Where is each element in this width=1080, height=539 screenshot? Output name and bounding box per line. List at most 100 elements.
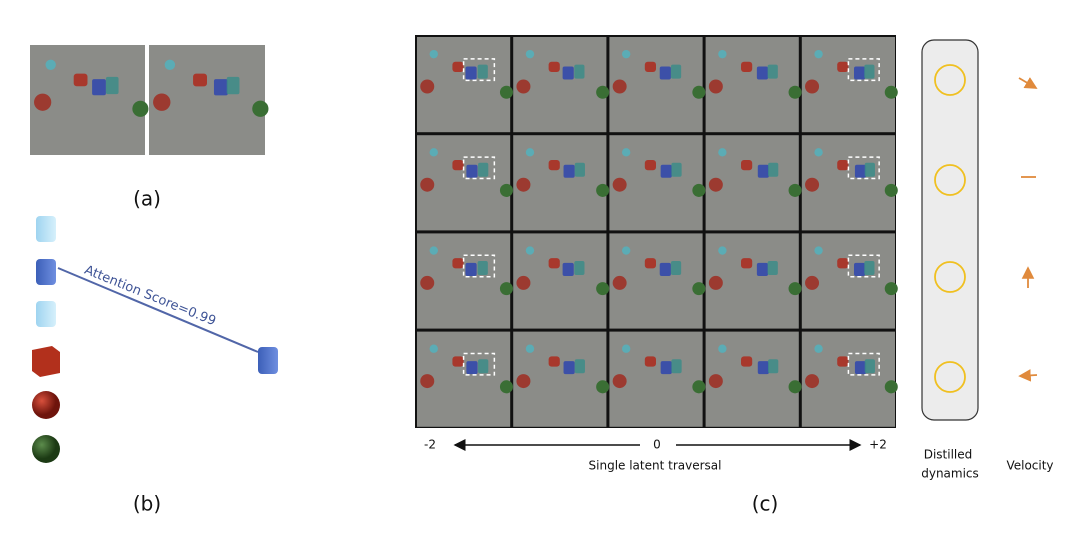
object [814,49,823,59]
highlight-box [847,352,880,376]
scene [149,45,269,155]
object [452,258,464,269]
object [73,73,88,87]
object [788,282,802,296]
object [884,282,898,296]
object [516,374,531,389]
scene [609,331,706,427]
object [692,183,706,197]
object [420,177,435,192]
velocity-label: Velocity [1006,459,1053,473]
scene [513,37,610,133]
object [193,73,207,87]
object [621,49,631,59]
object [596,183,610,197]
object [708,275,723,290]
object [768,359,779,374]
object [466,164,478,178]
object [478,162,489,177]
object [164,59,176,71]
object [525,246,535,255]
object [429,49,438,59]
object [718,49,727,59]
object [92,79,106,96]
highlight-box [847,156,880,180]
unit [934,164,966,196]
object [477,64,488,79]
unit [934,261,966,293]
scene [513,135,610,231]
object [814,246,823,255]
object [465,66,477,80]
object [644,61,656,73]
object [718,344,727,353]
icon [258,347,278,374]
object [670,261,682,275]
object [708,79,723,94]
velocity-arrow [1018,369,1038,382]
object [574,64,585,79]
object [525,49,535,59]
object [741,356,753,367]
dynamics-units [934,64,966,393]
object [837,61,849,73]
object [767,261,778,275]
annotation: Attention Score=0.99 [82,263,218,329]
object [562,66,574,80]
panel-label: (b) [133,492,161,516]
object [788,380,802,394]
scene [705,37,802,133]
scene [417,331,513,427]
object [671,359,682,374]
object [692,85,706,99]
object [213,79,228,96]
object [429,148,438,157]
scene [30,45,149,155]
object [884,183,898,197]
axis-label: +2 [869,438,887,452]
object [757,164,769,178]
object [132,100,149,117]
object [452,159,464,171]
scene [417,37,513,133]
object [660,164,672,178]
object [621,246,631,255]
object [452,61,464,73]
scene [801,37,898,133]
object [837,258,849,269]
object [477,261,488,275]
object [596,85,610,99]
object [499,183,513,197]
object [741,61,753,73]
object [814,344,823,353]
highlight-box [462,254,496,278]
icon [32,391,60,419]
object [34,93,52,111]
object [670,64,682,79]
object [429,344,438,353]
scene [705,135,802,231]
axis-label: 0 [653,438,661,452]
object [708,177,723,192]
object [525,148,535,157]
object [621,148,631,157]
object [420,79,435,94]
object [420,275,435,290]
object [884,380,898,394]
highlight-box [847,58,880,82]
object [853,262,866,276]
traversal-grid [417,37,898,427]
scene [801,135,898,231]
object [708,374,723,389]
scene [417,135,513,231]
object [805,79,820,94]
object [226,76,240,95]
panel-label: (a) [133,187,161,211]
object [516,275,531,290]
icon [32,435,60,463]
scene [801,233,898,329]
object [718,148,727,157]
object [837,159,849,171]
object-icons [32,216,278,463]
object [466,361,478,375]
